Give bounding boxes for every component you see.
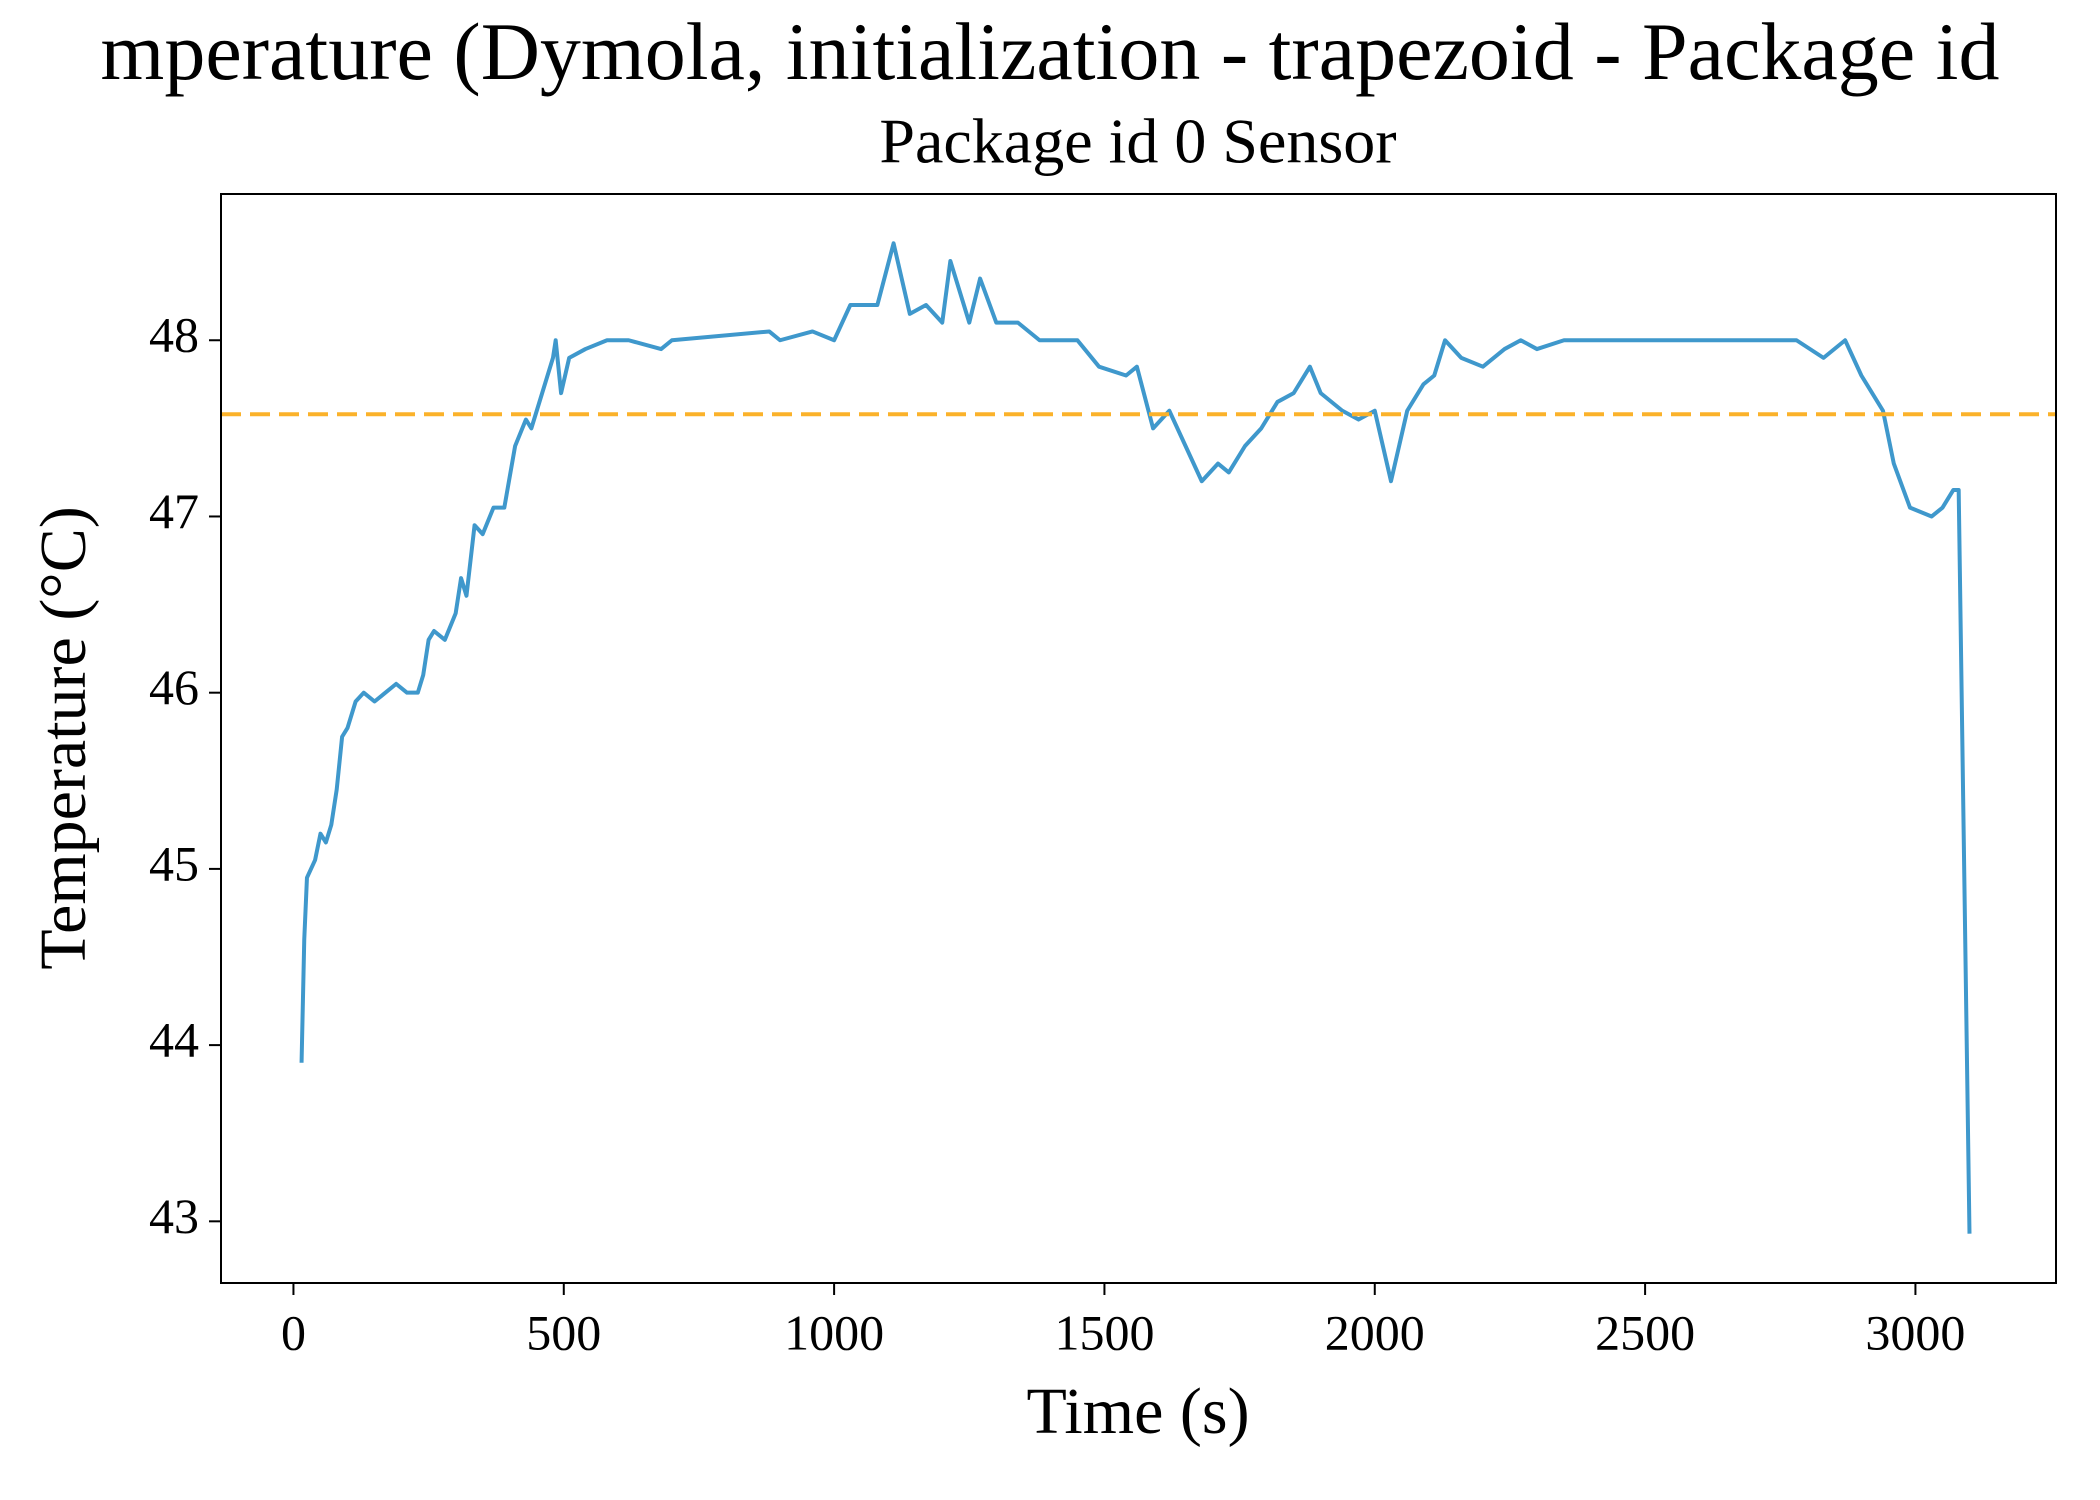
chart-subtitle: Package id 0 Sensor (879, 106, 1396, 177)
y-tick-label: 47 (149, 483, 199, 539)
y-tick-label: 44 (149, 1012, 199, 1068)
x-tick-label: 500 (526, 1304, 601, 1360)
x-axis-label: Time (s) (1026, 1375, 1249, 1448)
y-tick-label: 46 (149, 659, 199, 715)
x-tick-label: 2000 (1325, 1304, 1425, 1360)
x-tick-label: 2500 (1595, 1304, 1695, 1360)
line-series (299, 241, 1972, 1234)
x-tick-label: 3000 (1865, 1304, 1965, 1360)
chart-title: mperature (Dymola, initialization - trap… (101, 6, 2000, 97)
x-tick-label: 0 (281, 1304, 306, 1360)
x-tick-label: 1500 (1054, 1304, 1154, 1360)
y-tick-label: 45 (149, 835, 199, 891)
x-tick-label: 1000 (784, 1304, 884, 1360)
y-axis-label: Temperature (°C) (27, 506, 100, 969)
plot-frame (220, 193, 2057, 1284)
y-tick-label: 43 (149, 1188, 199, 1244)
y-tick-label: 48 (149, 307, 199, 363)
